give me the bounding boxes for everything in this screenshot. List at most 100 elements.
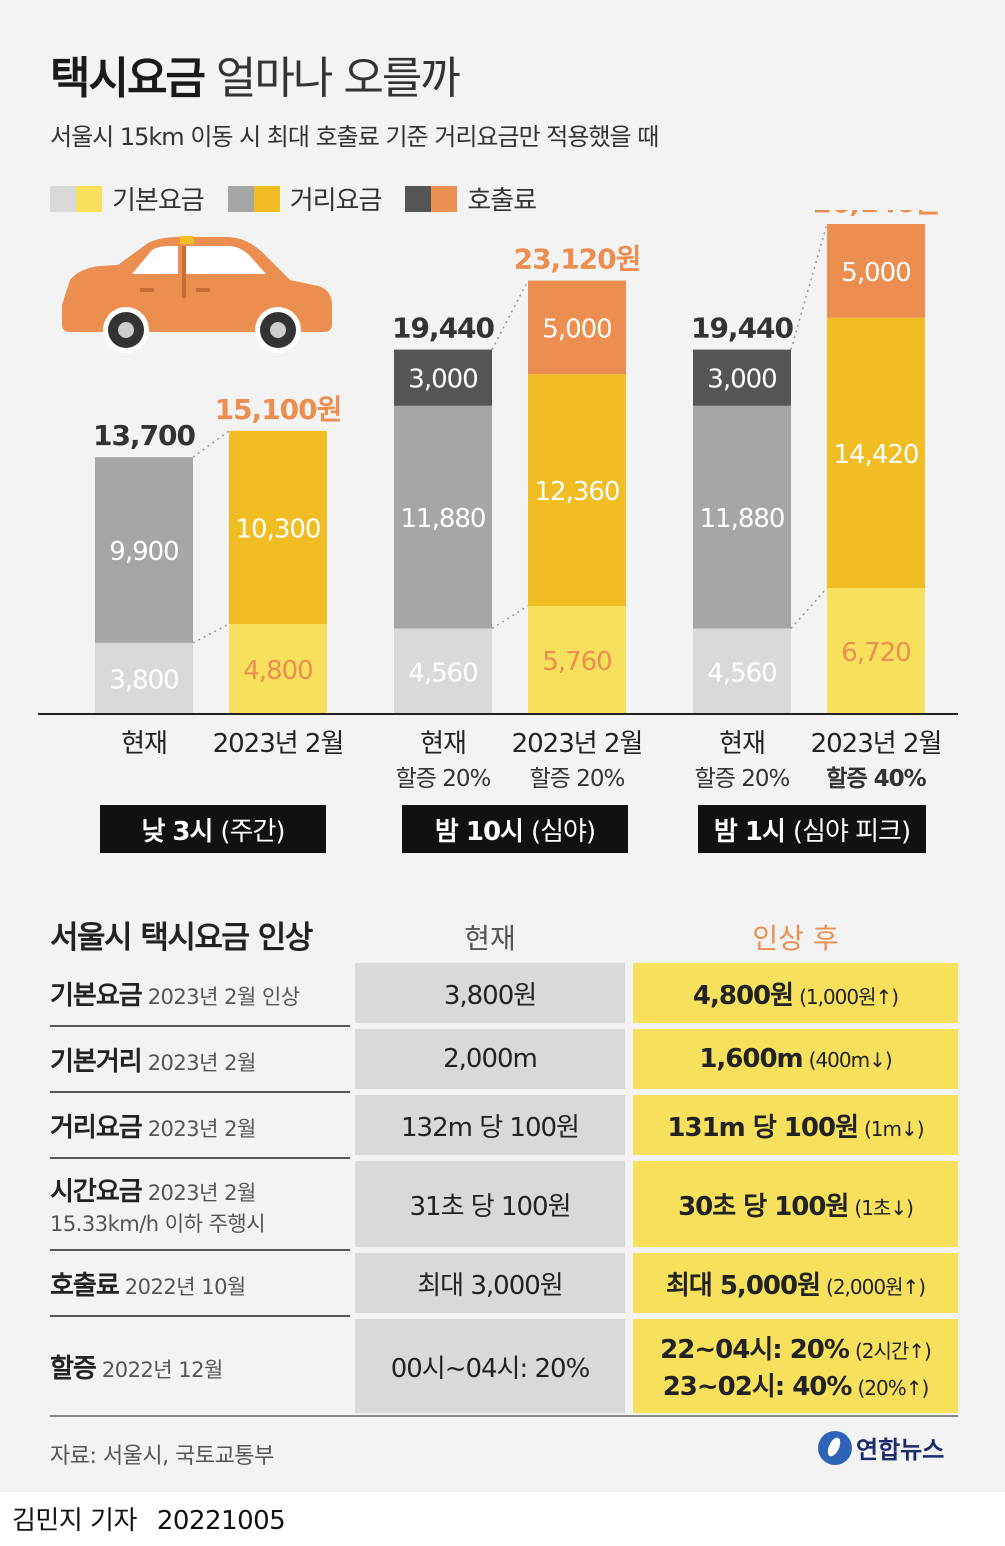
row-label: 기본요금 2023년 2월 인상 xyxy=(50,963,350,1023)
bar-total-label: 19,440 xyxy=(691,312,794,345)
x-tick-label: 2023년 2월 xyxy=(512,729,643,759)
legend-label: 기본요금 xyxy=(112,186,205,216)
source-note: 자료: 서울시, 국토교통부 xyxy=(50,1444,274,1469)
connector-line xyxy=(790,223,828,350)
bar-segment xyxy=(827,224,925,318)
bar-segment xyxy=(394,349,492,406)
col-header-now: 현재 xyxy=(464,922,516,955)
table-bottom-line xyxy=(50,1415,958,1417)
row-title: 할증 2022년 12월 xyxy=(50,1353,223,1384)
row-title: 거리요금 2023년 2월 xyxy=(50,1112,256,1143)
bar-segment xyxy=(95,457,193,643)
row-title: 기본거리 2023년 2월 xyxy=(50,1046,256,1077)
table-row-distance-fare: 거리요금 2023년 2월 132m 당 100원 131m 당 100원 (1m↓… xyxy=(50,1095,958,1155)
surcharge-line-1: 22~04시: 20% (2시간↑) xyxy=(660,1335,932,1365)
col-header-new: 인상 후 xyxy=(752,922,839,955)
legend-item-base: 기본요금 xyxy=(50,180,205,217)
bar-value-label: 3,000 xyxy=(707,365,776,395)
page-title: 택시요금 얼마나 오를까 xyxy=(50,53,461,104)
cell-new: 131m 당 100원 (1m↓) xyxy=(633,1095,958,1155)
row-title: 시간요금 2023년 2월 xyxy=(50,1176,256,1207)
bar-value-label: 5,000 xyxy=(841,258,910,288)
bar-segment xyxy=(827,317,925,588)
row-divider xyxy=(50,1091,350,1093)
bar-segment xyxy=(394,628,492,714)
taxi-icon xyxy=(62,236,332,353)
bar-value-label: 11,880 xyxy=(401,504,486,534)
surcharge-line-2: 23~02시: 40% (20%↑) xyxy=(662,1372,930,1402)
legend-swatch-base-new xyxy=(76,185,102,212)
table-title: 서울시 택시요금 인상 xyxy=(50,920,313,956)
cell-new: 22~04시: 20% (2시간↑) 23~02시: 40% (20%↑) xyxy=(633,1319,958,1413)
cell-now: 3,800원 xyxy=(355,963,625,1023)
bar-value-label: 4,800 xyxy=(243,656,312,686)
x-tick-sublabel: 할증 20% xyxy=(530,766,625,792)
x-tick-label: 2023년 2월 xyxy=(811,729,942,759)
bar-segment xyxy=(827,588,925,714)
cell-now: 132m 당 100원 xyxy=(355,1095,625,1155)
x-tick-label: 현재 xyxy=(420,729,466,759)
bar-value-label: 3,800 xyxy=(109,665,178,695)
table-row-base-distance: 기본거리 2023년 2월 2,000m 1,600m (400m↓) xyxy=(50,1029,958,1089)
bar-segment xyxy=(229,624,327,714)
row-label: 호출료 2022년 10월 xyxy=(50,1253,350,1313)
byline: 김민지 기자 20221005 xyxy=(12,1506,286,1536)
connector-line xyxy=(192,623,230,644)
cell-now: 2,000m xyxy=(355,1029,625,1089)
connector-line xyxy=(192,430,230,458)
bar-total-label: 15,100원 xyxy=(215,393,342,426)
bar-segment xyxy=(394,405,492,629)
bar-value-label: 10,300 xyxy=(236,515,321,545)
bar-value-label: 4,560 xyxy=(707,658,776,688)
row-subnote: 15.33km/h 이하 주행시 xyxy=(50,1211,266,1236)
bar-segment xyxy=(95,642,193,714)
connector-line xyxy=(491,280,529,350)
bar-value-label: 6,720 xyxy=(841,638,910,668)
row-title: 호출료 2022년 10월 xyxy=(50,1270,246,1301)
row-divider xyxy=(50,1249,350,1251)
bar-value-label: 14,420 xyxy=(834,440,919,470)
legend-item-distance: 거리요금 xyxy=(227,180,383,217)
bar-value-label: 12,360 xyxy=(535,477,620,507)
group-label-night: 밤 10시 (심야) xyxy=(402,805,628,853)
logo-mark-icon xyxy=(818,1430,852,1465)
bar-segment xyxy=(528,374,626,606)
row-divider xyxy=(50,1025,350,1027)
table-row-base-fare: 기본요금 2023년 2월 인상 3,800원 4,800원 (1,000원↑) xyxy=(50,963,958,1023)
legend-swatch-base-now xyxy=(50,185,76,212)
yonhap-logo: 연합뉴스 xyxy=(818,1430,944,1465)
row-label: 할증 2022년 12월 xyxy=(50,1319,350,1413)
x-tick-label: 2023년 2월 xyxy=(213,729,344,759)
legend-swatch-dist-now xyxy=(227,185,254,212)
bar-total-label: 19,440 xyxy=(392,312,495,345)
bar-value-label: 4,560 xyxy=(408,658,477,688)
bar-segment xyxy=(528,280,626,375)
x-tick-sublabel: 할증 20% xyxy=(695,766,790,792)
bar-segment xyxy=(693,349,791,406)
legend-swatch-dist-new xyxy=(253,185,280,212)
legend-label: 거리요금 xyxy=(289,186,383,216)
cell-new: 30초 당 100원 (1초↓) xyxy=(633,1161,958,1247)
group-label-day: 낮 3시 (주간) xyxy=(100,805,326,853)
bar-value-label: 11,880 xyxy=(700,504,785,534)
bar-segment xyxy=(693,628,791,714)
x-tick-label: 현재 xyxy=(121,729,167,759)
row-divider xyxy=(50,1315,350,1317)
row-label: 시간요금 2023년 2월 15.33km/h 이하 주행시 xyxy=(50,1161,350,1247)
bar-segment xyxy=(693,405,791,629)
legend-swatch-call-now xyxy=(405,185,432,212)
bar-value-label: 9,900 xyxy=(109,537,178,567)
legend-swatch-call-new xyxy=(431,185,458,212)
legend-item-call: 호출료 xyxy=(405,180,537,217)
cell-now: 최대 3,000원 xyxy=(355,1253,625,1313)
row-title: 기본요금 2023년 2월 인상 xyxy=(50,980,300,1011)
row-label: 거리요금 2023년 2월 xyxy=(50,1095,350,1155)
bar-total-label: 23,120원 xyxy=(514,243,641,276)
bar-total-label: 13,700 xyxy=(93,419,196,452)
x-tick-label: 현재 xyxy=(719,729,765,759)
row-divider xyxy=(50,1157,350,1159)
bar-value-label: 5,760 xyxy=(542,647,611,677)
cell-new: 최대 5,000원 (2,000원↑) xyxy=(633,1253,958,1313)
bar-segment xyxy=(229,430,327,624)
x-tick-sublabel: 할증 40% xyxy=(826,766,926,792)
